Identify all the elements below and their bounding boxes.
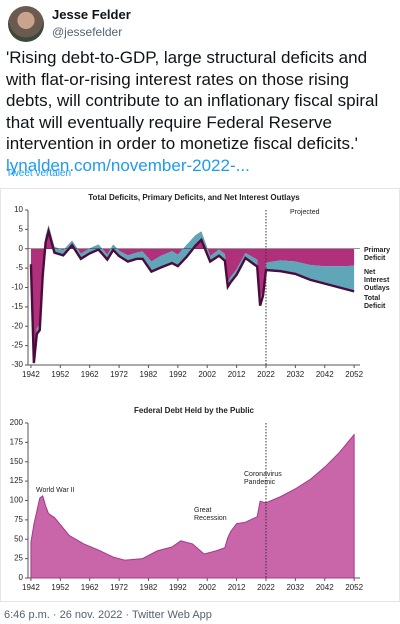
y-tick-label: 5 bbox=[19, 224, 24, 233]
tweet-text: 'Rising debt-to-GDP, large structural de… bbox=[6, 47, 396, 176]
x-tick-label: 2052 bbox=[345, 583, 363, 592]
y-tick-label: 50 bbox=[14, 534, 23, 543]
legend-label: Total Deficit bbox=[364, 295, 386, 310]
avatar[interactable] bbox=[8, 6, 44, 42]
y-tick-label: -10 bbox=[11, 283, 23, 292]
x-tick-label: 1972 bbox=[110, 583, 128, 592]
x-tick-label: 2022 bbox=[257, 370, 275, 379]
chart-title: Total Deficits, Primary Deficits, and Ne… bbox=[88, 193, 300, 202]
x-tick-label: 2052 bbox=[345, 370, 363, 379]
x-tick-label: 1982 bbox=[140, 370, 158, 379]
x-tick-label: 1952 bbox=[51, 370, 69, 379]
x-tick-label: 2002 bbox=[198, 370, 216, 379]
x-tick-label: 1942 bbox=[22, 370, 40, 379]
area bbox=[30, 225, 355, 360]
y-tick-label: -5 bbox=[16, 263, 24, 272]
y-tick-label: 0 bbox=[19, 573, 24, 582]
x-tick-label: 1992 bbox=[169, 370, 187, 379]
x-tick-label: 2012 bbox=[228, 370, 246, 379]
y-tick-label: 125 bbox=[10, 476, 24, 485]
tweet-body: 'Rising debt-to-GDP, large structural de… bbox=[6, 48, 379, 153]
chart-title: Federal Debt Held by the Public bbox=[134, 406, 255, 415]
y-tick-label: 10 bbox=[14, 205, 23, 214]
x-tick-label: 1992 bbox=[169, 583, 187, 592]
y-tick-label: -25 bbox=[11, 341, 23, 350]
line bbox=[29, 226, 355, 364]
y-tick-label: 75 bbox=[14, 515, 23, 524]
x-tick-label: 2042 bbox=[316, 583, 334, 592]
y-tick-label: 200 bbox=[10, 418, 24, 427]
y-tick-label: -30 bbox=[11, 360, 23, 369]
y-tick-label: -20 bbox=[11, 321, 23, 330]
author-handle[interactable]: @jessefelder bbox=[52, 25, 123, 39]
y-tick-label: -15 bbox=[11, 302, 23, 311]
annotation: Projected bbox=[290, 209, 320, 216]
x-tick-label: 1962 bbox=[81, 370, 99, 379]
x-tick-label: 2022 bbox=[257, 583, 275, 592]
x-tick-label: 1982 bbox=[140, 583, 158, 592]
x-tick-label: 2032 bbox=[286, 583, 304, 592]
y-tick-label: 175 bbox=[10, 437, 24, 446]
author-name[interactable]: Jesse Felder bbox=[52, 7, 131, 22]
annotation: Coronavirus Pandemic bbox=[244, 471, 282, 486]
x-tick-label: 2032 bbox=[286, 370, 304, 379]
translate-link[interactable]: Tweet vertalen bbox=[6, 168, 72, 179]
legend-label: Primary Deficit bbox=[364, 247, 390, 262]
y-tick-label: 150 bbox=[10, 457, 24, 466]
x-tick-label: 2002 bbox=[198, 583, 216, 592]
annotation: Great Recession bbox=[194, 507, 227, 522]
x-tick-label: 2012 bbox=[228, 583, 246, 592]
tweet-link[interactable]: lynalden.com/november-2022-... bbox=[6, 155, 250, 175]
y-tick-label: 25 bbox=[14, 554, 23, 563]
x-tick-label: 1942 bbox=[22, 583, 40, 592]
timestamp: 6:46 p.m. · 26 nov. 2022 · Twitter Web A… bbox=[4, 609, 212, 621]
x-tick-label: 1972 bbox=[110, 370, 128, 379]
y-tick-label: 0 bbox=[19, 244, 24, 253]
annotation: World War II bbox=[36, 487, 75, 494]
x-tick-label: 1952 bbox=[51, 583, 69, 592]
area bbox=[30, 433, 355, 579]
x-tick-label: 2042 bbox=[316, 370, 334, 379]
y-tick-label: 100 bbox=[10, 496, 24, 505]
legend-label: Net Interest Outlays bbox=[364, 269, 390, 292]
chart-image: Total Deficits, Primary Deficits, and Ne… bbox=[0, 188, 400, 602]
x-tick-label: 1962 bbox=[81, 583, 99, 592]
